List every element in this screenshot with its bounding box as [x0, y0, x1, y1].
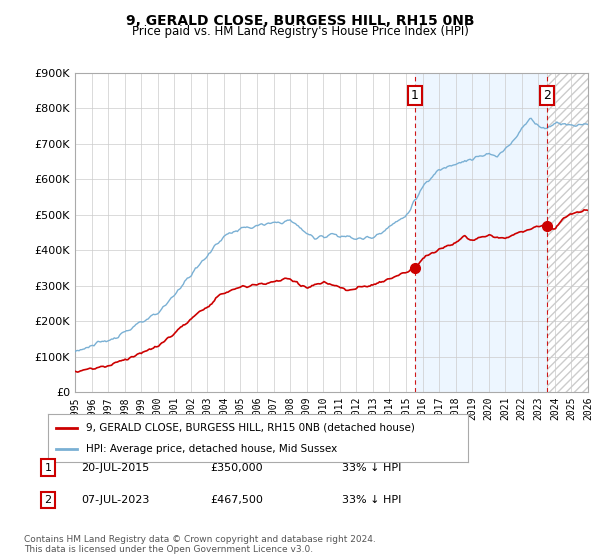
Text: 2: 2	[44, 495, 52, 505]
Text: 33% ↓ HPI: 33% ↓ HPI	[342, 495, 401, 505]
Text: 20-JUL-2015: 20-JUL-2015	[81, 463, 149, 473]
Text: 2: 2	[543, 88, 551, 102]
Text: Price paid vs. HM Land Registry's House Price Index (HPI): Price paid vs. HM Land Registry's House …	[131, 25, 469, 38]
Text: 1: 1	[411, 88, 419, 102]
Text: £350,000: £350,000	[210, 463, 263, 473]
Text: 1: 1	[44, 463, 52, 473]
Text: HPI: Average price, detached house, Mid Sussex: HPI: Average price, detached house, Mid …	[86, 444, 337, 454]
Bar	[415, 73, 547, 392]
Text: 07-JUL-2023: 07-JUL-2023	[81, 495, 149, 505]
Bar	[547, 73, 588, 392]
Text: 9, GERALD CLOSE, BURGESS HILL, RH15 0NB (detached house): 9, GERALD CLOSE, BURGESS HILL, RH15 0NB …	[86, 423, 415, 433]
Text: Contains HM Land Registry data © Crown copyright and database right 2024.
This d: Contains HM Land Registry data © Crown c…	[24, 535, 376, 554]
Text: 9, GERALD CLOSE, BURGESS HILL, RH15 0NB: 9, GERALD CLOSE, BURGESS HILL, RH15 0NB	[126, 14, 474, 28]
Text: £467,500: £467,500	[210, 495, 263, 505]
Text: 33% ↓ HPI: 33% ↓ HPI	[342, 463, 401, 473]
